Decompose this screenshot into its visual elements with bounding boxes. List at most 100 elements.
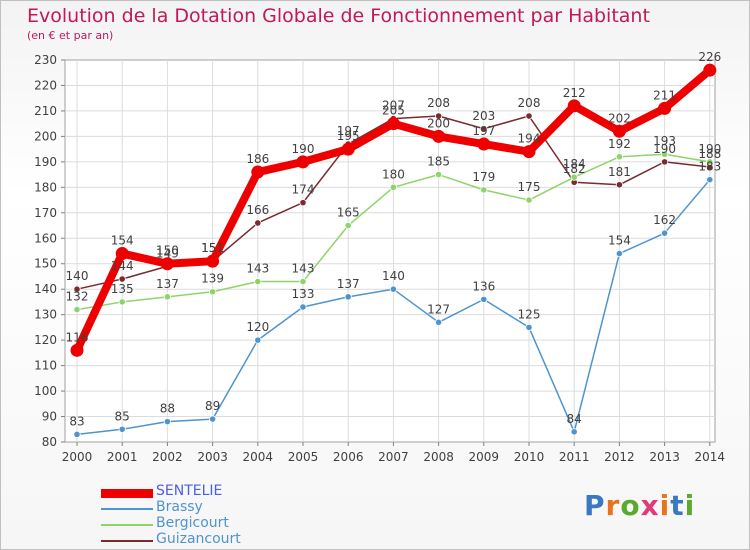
data-point xyxy=(570,428,578,436)
y-tick-label: 190 xyxy=(34,155,57,169)
data-label: 194 xyxy=(518,132,541,146)
data-label: 151 xyxy=(201,241,224,255)
data-point xyxy=(480,295,488,303)
data-label: 136 xyxy=(472,279,495,293)
data-point xyxy=(73,305,81,314)
x-tick-label: 2007 xyxy=(378,450,409,464)
data-point xyxy=(386,117,400,131)
data-label: 179 xyxy=(472,170,495,184)
data-label: 188 xyxy=(698,147,721,161)
data-label: 143 xyxy=(292,262,315,276)
legend-swatch xyxy=(101,508,153,510)
data-point xyxy=(434,112,443,120)
y-tick-label: 180 xyxy=(34,180,57,194)
data-point xyxy=(344,293,352,301)
data-point xyxy=(73,285,81,293)
data-point xyxy=(70,343,84,357)
data-point xyxy=(254,277,262,286)
data-label: 116 xyxy=(66,330,89,344)
data-label: 154 xyxy=(608,234,631,248)
data-label: 192 xyxy=(608,137,631,151)
data-point xyxy=(73,430,81,438)
data-label: 154 xyxy=(111,234,134,248)
data-label: 140 xyxy=(382,269,405,283)
data-point xyxy=(341,142,355,156)
logo-letter: t xyxy=(670,489,685,522)
y-tick-label: 220 xyxy=(34,78,57,92)
data-label: 127 xyxy=(427,302,450,316)
data-label: 143 xyxy=(246,262,269,276)
logo-letter: P xyxy=(584,489,606,522)
x-tick-label: 2011 xyxy=(559,450,590,464)
data-point xyxy=(209,415,217,423)
legend-label: SENTELIE xyxy=(156,483,223,499)
data-label: 212 xyxy=(563,86,586,100)
data-point xyxy=(434,318,443,326)
data-point xyxy=(480,125,488,133)
data-label: 175 xyxy=(518,180,541,194)
data-point xyxy=(525,196,533,204)
data-label: 132 xyxy=(66,290,89,304)
data-label: 200 xyxy=(427,116,450,130)
data-point xyxy=(477,137,491,151)
data-label: 183 xyxy=(698,160,721,174)
data-label: 185 xyxy=(427,155,450,169)
y-tick-label: 120 xyxy=(34,333,57,347)
data-label: 207 xyxy=(382,99,405,113)
x-tick-label: 2012 xyxy=(604,450,635,464)
data-label: 135 xyxy=(111,282,134,296)
legend-label: Bergicourt xyxy=(156,515,229,531)
data-point xyxy=(344,221,352,230)
data-label: 193 xyxy=(653,134,676,148)
data-label: 151 xyxy=(201,241,224,255)
data-label: 140 xyxy=(66,269,89,283)
data-point xyxy=(615,153,624,161)
data-point xyxy=(615,181,624,189)
data-point xyxy=(567,99,581,113)
data-label: 195 xyxy=(337,129,360,143)
data-label: 205 xyxy=(382,104,405,118)
data-label: 144 xyxy=(111,259,134,273)
data-label: 190 xyxy=(292,142,315,156)
data-label: 125 xyxy=(518,307,541,321)
data-point xyxy=(209,288,217,296)
logo-letter: o xyxy=(620,489,641,522)
data-point xyxy=(206,254,220,268)
y-tick-label: 80 xyxy=(42,435,57,449)
data-label: 184 xyxy=(563,157,586,171)
data-point xyxy=(525,323,533,331)
logo-letter: r xyxy=(605,489,621,522)
data-point xyxy=(296,155,310,169)
x-tick-label: 2000 xyxy=(62,450,93,464)
data-label: 88 xyxy=(160,402,175,416)
data-label: 202 xyxy=(608,111,631,125)
x-tick-label: 2006 xyxy=(333,450,364,464)
data-point xyxy=(706,158,714,166)
data-point xyxy=(703,63,717,77)
data-point xyxy=(480,186,488,194)
data-label: 203 xyxy=(472,109,495,123)
data-point xyxy=(615,249,624,258)
data-label: 181 xyxy=(608,165,631,179)
x-tick-label: 2013 xyxy=(649,450,680,464)
data-point xyxy=(660,229,669,237)
data-point xyxy=(118,275,126,283)
data-label: 84 xyxy=(567,412,582,426)
data-label: 197 xyxy=(472,124,495,138)
legend-swatch xyxy=(101,524,153,526)
data-point xyxy=(570,173,578,181)
data-point xyxy=(251,165,265,179)
x-tick-label: 2010 xyxy=(514,450,545,464)
data-label: 186 xyxy=(246,152,269,166)
data-point xyxy=(612,124,626,138)
legend-swatch xyxy=(101,488,153,498)
x-tick-label: 2001 xyxy=(107,450,138,464)
data-label: 180 xyxy=(382,167,405,181)
data-point xyxy=(389,183,397,191)
data-point xyxy=(299,277,307,286)
y-tick-label: 90 xyxy=(42,410,57,424)
logo-letter: i xyxy=(659,489,671,522)
data-point xyxy=(254,219,262,227)
